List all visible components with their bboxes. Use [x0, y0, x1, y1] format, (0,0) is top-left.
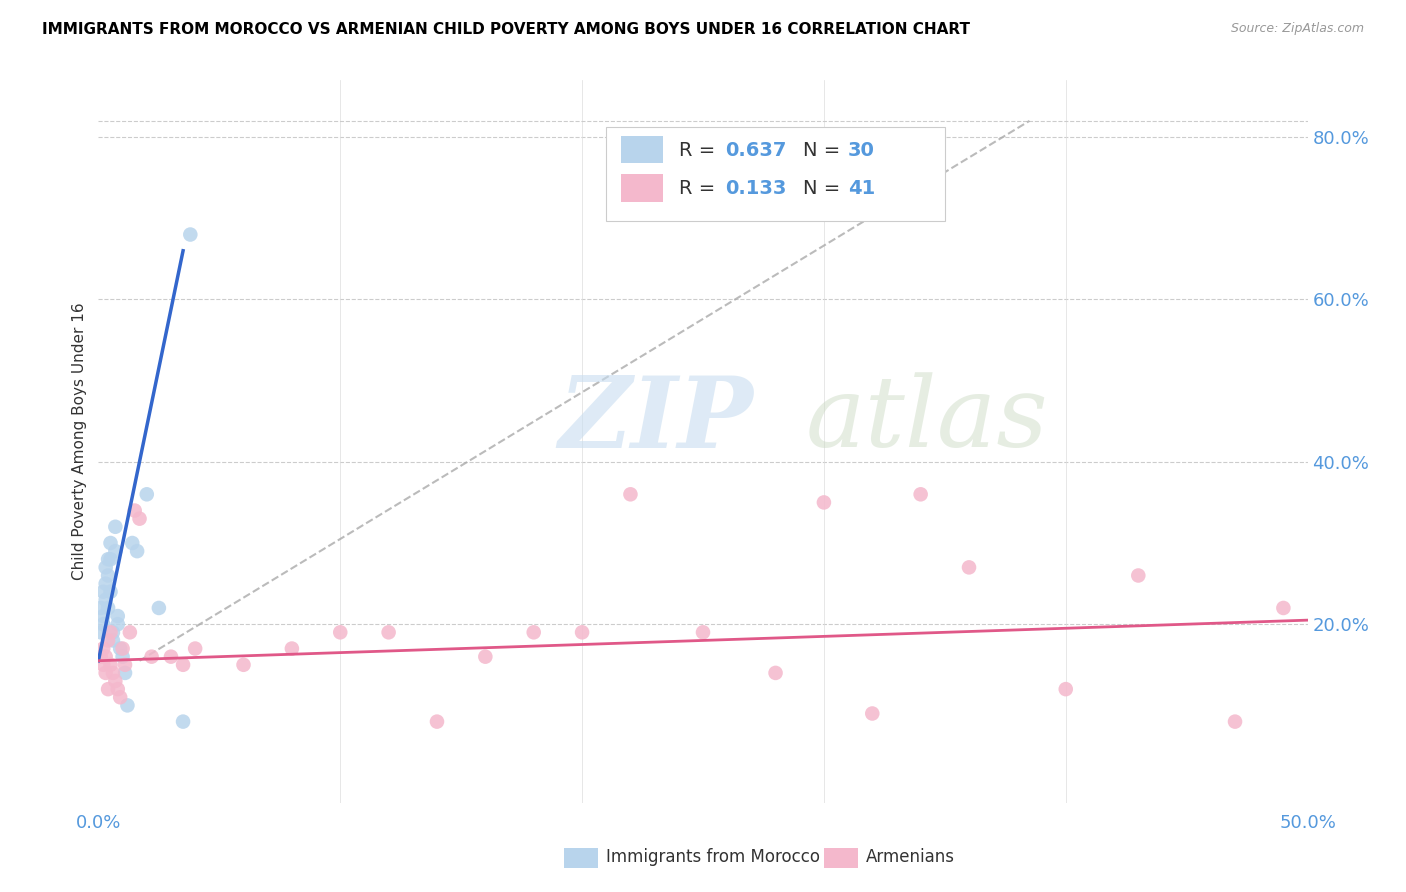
Point [97, 682, 120, 697]
Point [179, 227, 201, 242]
Point [1128, 568, 1150, 582]
Point [172, 657, 194, 672]
Point [426, 714, 449, 729]
Point [91, 657, 114, 672]
Point [329, 625, 352, 640]
Point [910, 487, 932, 501]
Point [101, 625, 124, 640]
Point [107, 617, 129, 632]
Point [232, 657, 254, 672]
Point [107, 682, 129, 697]
Point [100, 552, 122, 566]
FancyBboxPatch shape [564, 847, 598, 868]
Point [104, 673, 127, 688]
Point [97, 552, 120, 566]
Point [111, 649, 134, 664]
Point [107, 609, 129, 624]
Point [97, 568, 120, 582]
Text: atlas: atlas [806, 372, 1049, 467]
Point [100, 625, 122, 640]
Point [111, 641, 134, 656]
Point [90, 625, 112, 640]
Point [90, 601, 112, 615]
Point [91, 641, 114, 656]
Text: N =: N = [803, 141, 846, 160]
Point [128, 511, 150, 525]
Point [91, 617, 114, 632]
Text: R =: R = [679, 141, 721, 160]
Point [160, 649, 183, 664]
Text: Immigrants from Morocco: Immigrants from Morocco [606, 848, 820, 866]
Point [1054, 682, 1077, 697]
Point [281, 641, 304, 656]
Point [172, 714, 194, 729]
Point [108, 690, 131, 705]
Point [117, 698, 139, 713]
Text: 41: 41 [848, 179, 876, 198]
FancyBboxPatch shape [824, 847, 858, 868]
Point [100, 536, 122, 550]
Point [94, 592, 117, 607]
Point [94, 560, 117, 574]
Point [100, 584, 122, 599]
Point [100, 657, 122, 672]
Point [184, 641, 207, 656]
FancyBboxPatch shape [621, 174, 664, 202]
Point [1223, 714, 1246, 729]
Text: IMMIGRANTS FROM MOROCCO VS ARMENIAN CHILD POVERTY AMONG BOYS UNDER 16 CORRELATIO: IMMIGRANTS FROM MOROCCO VS ARMENIAN CHIL… [42, 22, 970, 37]
FancyBboxPatch shape [621, 136, 664, 163]
Point [619, 487, 641, 501]
Point [94, 665, 117, 680]
Point [474, 649, 496, 664]
Point [90, 649, 112, 664]
Point [813, 495, 835, 509]
Point [104, 520, 127, 534]
Point [148, 601, 170, 615]
Point [97, 633, 120, 648]
Text: 0.637: 0.637 [724, 141, 786, 160]
Point [377, 625, 399, 640]
Point [94, 576, 117, 591]
Point [118, 625, 141, 640]
Point [101, 633, 124, 648]
Point [692, 625, 714, 640]
Text: 0.133: 0.133 [724, 179, 786, 198]
Text: N =: N = [803, 179, 846, 198]
FancyBboxPatch shape [606, 128, 945, 221]
Y-axis label: Child Poverty Among Boys Under 16: Child Poverty Among Boys Under 16 [72, 302, 87, 581]
Text: Armenians: Armenians [866, 848, 955, 866]
Point [101, 665, 124, 680]
Point [91, 584, 114, 599]
Point [97, 601, 120, 615]
Point [114, 657, 136, 672]
Point [124, 503, 146, 517]
Point [104, 544, 127, 558]
Point [114, 665, 136, 680]
Point [121, 536, 143, 550]
Point [135, 487, 157, 501]
Point [127, 544, 149, 558]
Point [1272, 601, 1295, 615]
Point [141, 649, 163, 664]
Text: 30: 30 [848, 141, 875, 160]
Point [571, 625, 593, 640]
Point [860, 706, 883, 721]
Text: R =: R = [679, 179, 721, 198]
Text: ZIP: ZIP [558, 372, 752, 468]
Text: Source: ZipAtlas.com: Source: ZipAtlas.com [1230, 22, 1364, 36]
Point [765, 665, 787, 680]
Point [108, 641, 131, 656]
Point [957, 560, 980, 574]
Point [91, 609, 114, 624]
Point [94, 649, 117, 664]
Point [523, 625, 546, 640]
